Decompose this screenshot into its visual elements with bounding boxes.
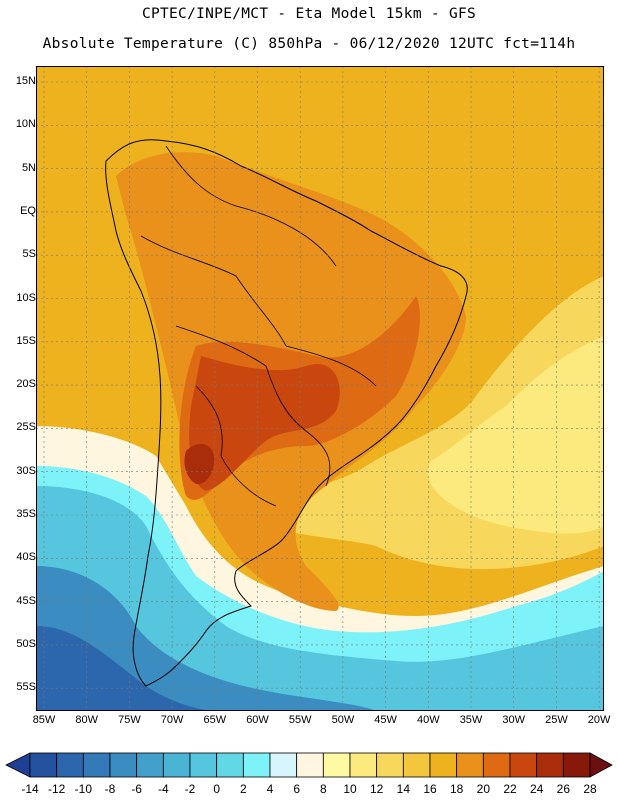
lon-label: 60W [246, 714, 269, 726]
colorbar-swatch [322, 752, 351, 778]
colorbar-label: -8 [104, 782, 116, 796]
lat-label: EQ [20, 204, 36, 217]
colorbar-label: 16 [423, 782, 437, 796]
colorbar-swatch [162, 752, 191, 778]
colorbar-swatch [456, 752, 484, 778]
colorbar-label: 6 [293, 782, 300, 796]
lat-label: 5N [21, 161, 36, 174]
map-title-line-2: Absolute Temperature (C) 850hPa - 06/12/… [42, 36, 576, 52]
lon-label: 85W [32, 714, 56, 726]
colorbar-swatch [189, 752, 218, 778]
lon-label: 20W [587, 714, 611, 726]
lat-label: 10S [16, 291, 36, 304]
colorbar-label: 4 [266, 782, 274, 796]
colorbar-swatch [402, 752, 431, 778]
colorbar-arrow-left [5, 752, 31, 778]
lat-label: 40S [16, 551, 36, 564]
lon-label: 45W [374, 714, 397, 726]
colorbar-swatch [216, 752, 244, 778]
colorbar-swatch [136, 752, 164, 778]
lat-label: 15N [15, 75, 36, 87]
colorbar-swatch [482, 752, 511, 778]
colorbar-swatch [296, 752, 324, 778]
zone-polar-band [36, 626, 216, 711]
lon-label: 65W [203, 714, 227, 726]
colorbar [5, 752, 613, 778]
colorbar-label: 0 [213, 782, 220, 796]
colorbar-label: 20 [476, 782, 490, 796]
lat-label: 20S [16, 378, 36, 391]
lon-label: 25W [545, 714, 568, 726]
lat-label: 50S [16, 637, 36, 650]
colorbar-label: 26 [556, 782, 570, 796]
lat-label: 35S [16, 508, 36, 520]
zone-hottest-core [189, 356, 340, 491]
lon-label: 55W [288, 714, 312, 726]
lat-label: 30S [16, 464, 36, 477]
colorbar-label: 2 [239, 782, 247, 796]
country-borders [140, 145, 377, 507]
colorbar-swatch [82, 752, 111, 778]
colorbar-label: -12 [47, 782, 66, 796]
colorbar-swatch [29, 752, 58, 778]
lon-label: 75W [118, 714, 141, 726]
colorbar-label: 24 [529, 782, 544, 796]
colorbar-label: 10 [343, 782, 357, 796]
lat-label: 10N [15, 118, 36, 131]
lat-label: 55S [16, 681, 36, 694]
colorbar-label: -4 [157, 782, 169, 796]
colorbar-swatch [242, 752, 271, 778]
colorbar-label: 18 [449, 782, 464, 796]
colorbar-swatch [562, 752, 591, 778]
colorbar-arrow-right [589, 752, 613, 778]
colorbar-label: 14 [396, 782, 410, 796]
colorbar-swatch [349, 752, 378, 778]
colorbar-swatch [536, 752, 564, 778]
colorbar-label: 8 [319, 782, 327, 796]
lat-label: 25S [16, 421, 36, 434]
colorbar-swatch [376, 752, 404, 778]
colorbar-swatch [56, 752, 84, 778]
lon-label: 50W [331, 714, 355, 726]
colorbar-label: -6 [131, 782, 142, 796]
colorbar-swatch [429, 752, 458, 778]
lon-label: 40W [416, 714, 440, 726]
colorbar-label: -10 [74, 782, 92, 796]
zone-colder-band [36, 486, 604, 711]
lon-label: 30W [502, 714, 525, 726]
colorbar-label: -2 [184, 782, 196, 796]
lat-label: 45S [16, 594, 36, 607]
lat-label: 5S [22, 248, 36, 261]
colorbar-swatch [269, 752, 298, 778]
lon-label: 35W [459, 714, 483, 726]
zone-extreme-core [184, 444, 215, 485]
colorbar-swatch [509, 752, 538, 778]
zone-atlantic-light [427, 336, 604, 534]
lon-label: 70W [160, 714, 184, 726]
colorbar-label: 12 [369, 782, 384, 796]
temperature-map [36, 66, 604, 711]
lat-label: 15S [16, 334, 36, 347]
colorbar-swatch [109, 752, 138, 778]
colorbar-label: -14 [21, 782, 39, 796]
south-america-coastline [105, 139, 468, 687]
lon-label: 80W [75, 714, 98, 726]
map-title-line-1: CPTEC/INPE/MCT - Eta Model 15km - GFS [141, 6, 477, 22]
colorbar-label: 28 [583, 782, 597, 796]
map-frame [36, 66, 604, 711]
colorbar-label: 22 [503, 782, 517, 796]
